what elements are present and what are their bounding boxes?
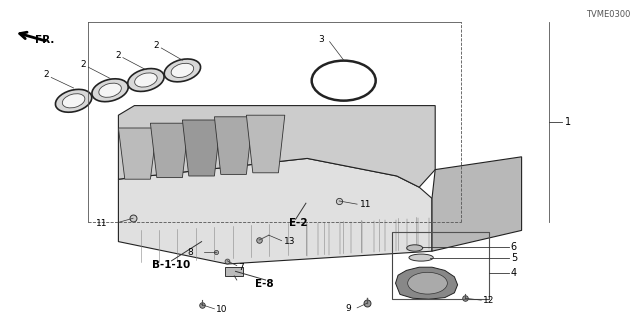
Text: 5: 5: [511, 252, 517, 263]
Ellipse shape: [171, 63, 194, 77]
Ellipse shape: [92, 79, 128, 102]
Text: FR.: FR.: [35, 35, 54, 45]
Polygon shape: [182, 120, 221, 176]
Ellipse shape: [128, 68, 164, 92]
Text: E-2: E-2: [289, 218, 308, 228]
Ellipse shape: [409, 254, 433, 261]
Ellipse shape: [407, 245, 423, 251]
Ellipse shape: [408, 272, 447, 294]
Polygon shape: [118, 128, 157, 179]
Polygon shape: [214, 117, 253, 174]
Ellipse shape: [56, 89, 92, 112]
Text: 9: 9: [345, 304, 351, 313]
Text: 2: 2: [115, 51, 120, 60]
Bar: [225, 267, 243, 276]
Text: B-1-10: B-1-10: [152, 260, 191, 270]
Text: TVME0300: TVME0300: [586, 10, 630, 19]
Polygon shape: [118, 106, 435, 187]
Text: 6: 6: [511, 242, 517, 252]
Text: 13: 13: [284, 237, 295, 246]
Ellipse shape: [164, 59, 200, 82]
Text: 7: 7: [238, 263, 244, 272]
Text: 3: 3: [319, 35, 324, 44]
Ellipse shape: [62, 94, 85, 108]
Polygon shape: [396, 267, 458, 299]
Polygon shape: [150, 123, 189, 178]
Bar: [392, 232, 489, 299]
Text: 2: 2: [44, 70, 49, 79]
Text: 2: 2: [154, 41, 159, 50]
Text: 11: 11: [360, 200, 371, 209]
Text: 4: 4: [511, 268, 517, 278]
Text: 8: 8: [188, 248, 193, 257]
Ellipse shape: [99, 83, 122, 97]
Text: 1: 1: [564, 116, 571, 127]
Text: 12: 12: [483, 296, 495, 305]
Ellipse shape: [134, 73, 157, 87]
Polygon shape: [246, 115, 285, 173]
Text: E-8: E-8: [255, 279, 273, 289]
Polygon shape: [118, 158, 432, 264]
Text: 2: 2: [81, 60, 86, 69]
Text: 10: 10: [216, 305, 228, 314]
Polygon shape: [432, 157, 522, 251]
Text: 11: 11: [96, 219, 108, 228]
